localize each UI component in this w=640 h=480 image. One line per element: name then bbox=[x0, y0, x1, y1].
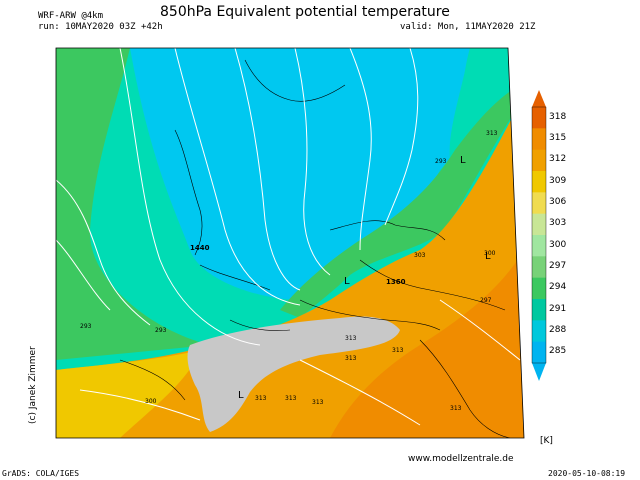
contour-label: 300 bbox=[145, 398, 157, 405]
country-borders bbox=[119, 59, 511, 438]
low-pressure-marker: L bbox=[460, 155, 466, 166]
cold-core-region bbox=[130, 48, 470, 300]
contour-label: 293 bbox=[155, 327, 167, 334]
isolines bbox=[56, 48, 521, 426]
run-label: run: 10MAY2020 03Z +42h bbox=[38, 22, 163, 32]
contour-label: 300 bbox=[484, 250, 496, 257]
colorbar-level-label: 312 bbox=[549, 154, 567, 165]
contour-label: 313 bbox=[345, 335, 357, 342]
colorbar-level-label: 315 bbox=[549, 133, 567, 143]
alps-terrain bbox=[187, 316, 400, 432]
contour-label: 313 bbox=[345, 355, 357, 362]
colorbar-segment bbox=[532, 192, 546, 215]
colorbar-unit: [K] bbox=[540, 436, 553, 446]
colorbar-segment bbox=[532, 128, 546, 151]
geopotential-label: 1440 bbox=[190, 244, 210, 252]
colorbar-segment bbox=[532, 149, 546, 172]
colorbar-level-label: 318 bbox=[549, 111, 567, 122]
southwest-yellow-region bbox=[56, 350, 200, 438]
low-pressure-marker: L bbox=[238, 390, 244, 401]
website-credit: www.modellzentrale.de bbox=[408, 454, 514, 464]
west-green-region bbox=[56, 48, 210, 360]
page-title: 850hPa Equivalent potential temperature bbox=[160, 4, 450, 20]
hot-southeast-region bbox=[330, 250, 524, 438]
contour-label: 313 bbox=[450, 405, 462, 412]
contour-label: 293 bbox=[435, 158, 447, 165]
east-green-band bbox=[280, 90, 516, 318]
contour-label: 293 bbox=[80, 323, 92, 330]
colorbar-segment bbox=[532, 171, 546, 193]
colorbar-segment bbox=[532, 256, 546, 279]
contour-label: 297 bbox=[480, 297, 492, 304]
contour-label: 313 bbox=[392, 347, 404, 354]
colorbar-bottom-arrow bbox=[532, 363, 546, 381]
footer-left: GrADS: COLA/IGES bbox=[2, 469, 80, 478]
colorbar-segment bbox=[532, 107, 546, 129]
colorbar bbox=[531, 90, 547, 381]
contour-label: 303 bbox=[414, 252, 426, 259]
colorbar-level-label: 303 bbox=[549, 218, 567, 229]
colorbar-top-arrow bbox=[532, 90, 546, 107]
colorbar-level-label: 297 bbox=[549, 261, 567, 271]
colorbar-segment bbox=[532, 213, 546, 236]
colorbar-segment bbox=[532, 320, 546, 343]
colorbar-level-label: 288 bbox=[549, 325, 567, 335]
geopotential-label: 1360 bbox=[386, 278, 406, 286]
map-frame bbox=[55, 47, 525, 439]
contour-label: 313 bbox=[312, 399, 324, 406]
contour-label: 313 bbox=[486, 130, 498, 137]
copyright-credit: (c) Janek Zimmer bbox=[28, 346, 38, 424]
colorbar-level-label: 300 bbox=[549, 239, 567, 250]
contour-label: 313 bbox=[285, 395, 297, 402]
colorbar-segment bbox=[532, 299, 546, 321]
colorbar-segment bbox=[532, 341, 546, 364]
footer-right: 2020-05-10-08:19 bbox=[548, 469, 626, 478]
colorbar-level-label: 309 bbox=[549, 175, 567, 186]
colorbar-frame bbox=[531, 106, 547, 364]
low-pressure-marker: L bbox=[485, 251, 491, 262]
colorbar-level-label: 285 bbox=[549, 346, 567, 357]
colorbar-level-label: 306 bbox=[549, 197, 567, 207]
colorbar-level-label: 291 bbox=[549, 303, 567, 314]
valid-label: valid: Mon, 11MAY2020 21Z bbox=[400, 22, 536, 32]
colorbar-segment bbox=[532, 235, 546, 257]
colorbar-segment bbox=[532, 277, 546, 300]
colorbar-level-label: 294 bbox=[549, 282, 567, 293]
contour-label: 313 bbox=[255, 395, 267, 402]
model-label: WRF-ARW @4km bbox=[38, 11, 104, 21]
low-pressure-marker: L bbox=[344, 276, 350, 287]
